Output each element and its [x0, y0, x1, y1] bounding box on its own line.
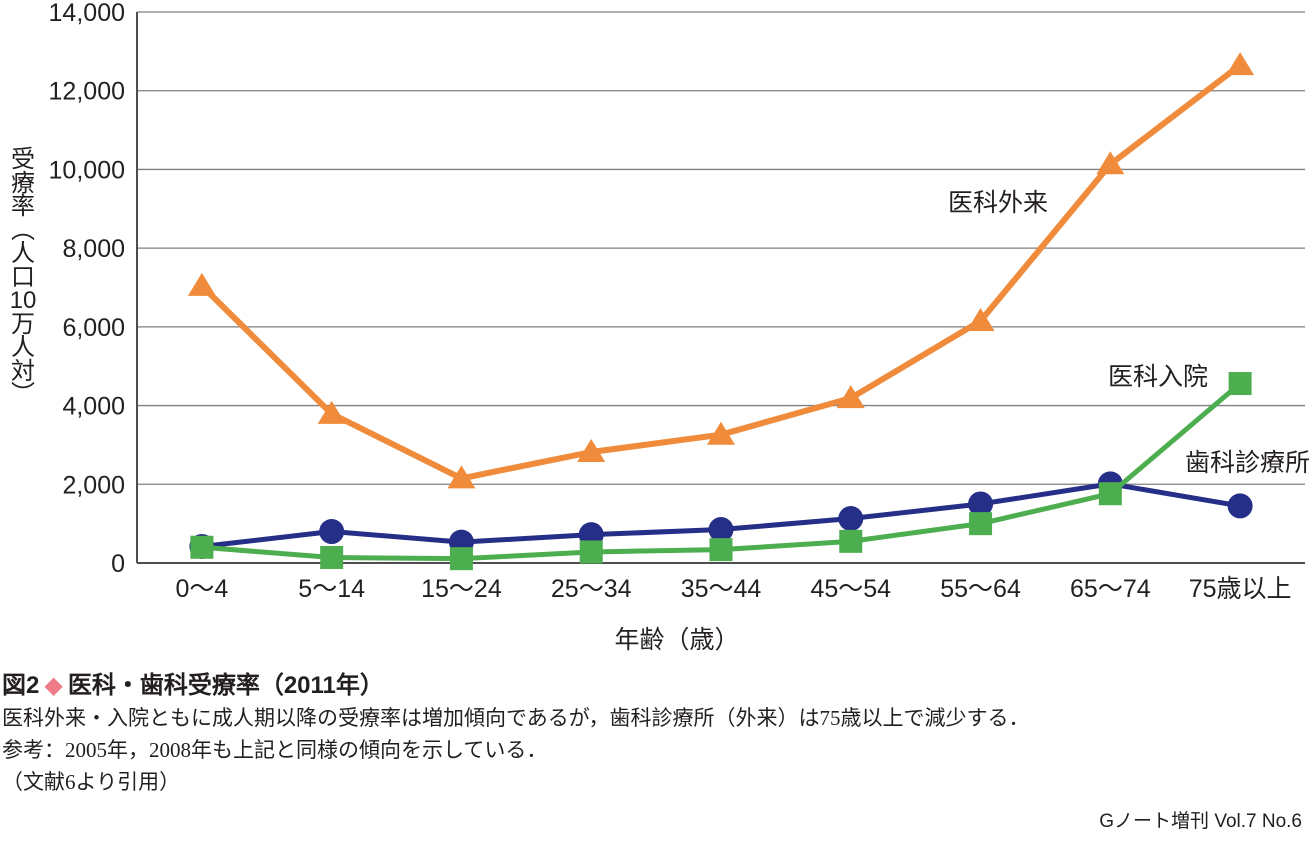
series-marker-dental-clinic [838, 506, 864, 532]
series-marker-dental-clinic [319, 519, 345, 545]
series-marker-medical-inpatient [1228, 372, 1252, 396]
caption-line-1: 医科外来・入院ともに成人期以降の受療率は増加傾向であるが，歯科診療所（外来）は7… [2, 706, 1030, 730]
series-marker-medical-inpatient [969, 512, 993, 536]
figure-2-chart: 受療率 ︵ 人口 10 万人対 ︶ 0 2,000 4,000 6,000 8,000 10,000… [6, 0, 1309, 654]
figure-title: 医科・歯科受療率（2011年） [67, 672, 384, 699]
x-tick-label-6: 55～64 [940, 575, 1021, 603]
series-marker-medical-outpatient [836, 385, 865, 409]
series-marker-medical-outpatient [447, 465, 476, 489]
x-tick-label-3: 25～34 [551, 575, 632, 603]
series-marker-medical-inpatient [190, 535, 214, 559]
y-tick-label-12,000: 12,000 [49, 78, 125, 106]
series-marker-dental-clinic [968, 491, 994, 517]
caption-title-row: 図2 ◆ 医科・歯科受療率（2011年） [2, 670, 1302, 702]
x-tick-label-5: 45～54 [810, 575, 891, 603]
x-tick-label-1: 5～14 [298, 575, 365, 603]
y-tick-label-2,000: 2,000 [62, 471, 125, 499]
figure-caption: 図2 ◆ 医科・歯科受療率（2011年） 医科外来・入院ともに成人期以降の受療率… [2, 670, 1302, 798]
y-axis-title-char: 療 [11, 169, 35, 197]
y-tick-label-6,000: 6,000 [62, 314, 125, 342]
series-marker-medical-inpatient [320, 545, 344, 569]
y-axis-title-char: ︵ [11, 216, 35, 244]
y-axis-title: 受療率 ︵ 人口 10 万人対 ︶ [6, 148, 40, 407]
series-marker-medical-inpatient [709, 538, 733, 562]
chart-canvas: 0 2,000 4,000 6,000 8,000 10,000 12,000 14,000 0… [49, 0, 1309, 603]
series-line-medical-outpatient [199, 62, 1242, 482]
series-marker-medical-inpatient [839, 529, 863, 553]
y-tick-label-8,000: 8,000 [62, 235, 125, 263]
y-axis-title-char: 人 [11, 334, 35, 361]
x-tick-label-2: 15～24 [421, 575, 502, 603]
diamond-icon: ◆ [44, 672, 63, 699]
x-tick-label-8: 75歳以上 [1189, 575, 1292, 603]
series-marker-dental-clinic [708, 517, 734, 543]
series-marker-medical-outpatient [317, 400, 346, 424]
caption-line-2: 参考：2005年，2008年も上記と同様の傾向を示している． [2, 738, 548, 762]
series-marker-medical-outpatient [1096, 151, 1125, 175]
y-tick-label-10,000: 10,000 [49, 156, 125, 184]
y-axis-title-char: 10 [9, 287, 37, 314]
series-label-dental-clinic: 歯科診療所 [1185, 449, 1309, 477]
series-label-medical-outpatient: 医科外来 [948, 189, 1048, 217]
series-marker-medical-outpatient [707, 421, 735, 445]
y-tick-label-0: 0 [111, 550, 125, 578]
series-marker-medical-outpatient [187, 272, 216, 296]
x-tick-label-7: 65～74 [1070, 575, 1151, 603]
y-axis-title-char: 万 [11, 310, 35, 338]
series-marker-medical-inpatient [449, 547, 473, 571]
x-tick-label-0: 0～4 [175, 575, 228, 603]
journal-credit: Gノート増刊 Vol.7 No.6 [1099, 811, 1302, 832]
series-label-medical-inpatient: 医科入院 [1108, 363, 1208, 391]
y-axis-title-char: 率 [11, 193, 35, 220]
caption-line-3: （文献6より引用） [2, 770, 181, 794]
x-tick-label-4: 35～44 [681, 575, 762, 603]
figure-label: 図2 [2, 672, 40, 699]
series-marker-medical-outpatient [966, 307, 995, 331]
x-axis-title: 年齢（歳） [614, 626, 740, 654]
series-marker-medical-inpatient [579, 540, 603, 564]
series-marker-medical-outpatient [1226, 52, 1255, 76]
y-tick-label-4,000: 4,000 [62, 393, 125, 421]
y-tick-label-14,000: 14,000 [49, 0, 125, 27]
y-axis-title-char: 人 [11, 240, 35, 267]
series-marker-medical-inpatient [1098, 482, 1122, 506]
y-axis-title-char: ︶ [11, 381, 35, 408]
series-marker-medical-outpatient [577, 439, 606, 463]
y-axis-title-char: 受 [11, 146, 35, 173]
series-marker-dental-clinic [1227, 493, 1253, 519]
y-axis-title-char: 対 [11, 357, 35, 385]
y-axis-title-char: 口 [11, 263, 35, 291]
